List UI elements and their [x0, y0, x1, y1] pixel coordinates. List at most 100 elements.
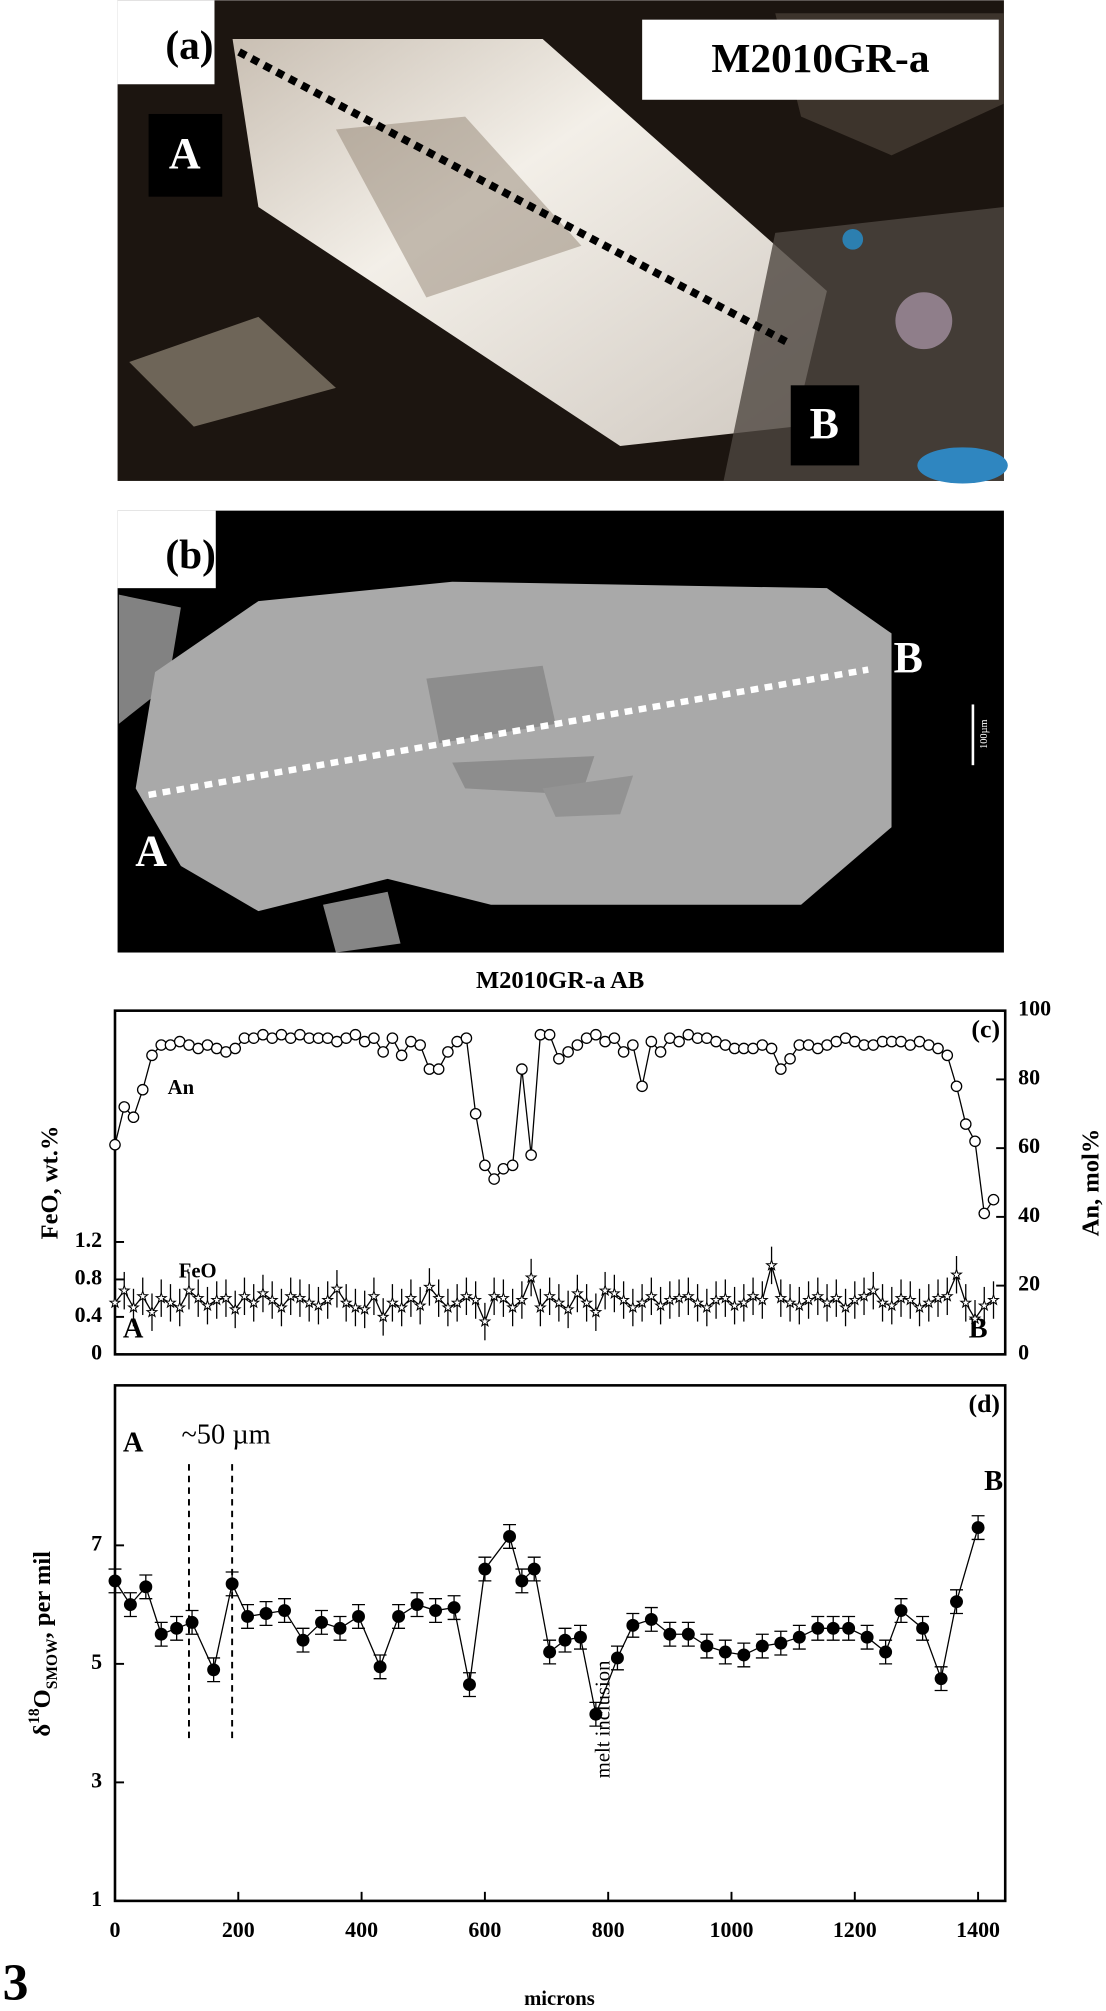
- data-point: [969, 1135, 981, 1148]
- data-point: [515, 1293, 529, 1306]
- data-point: [154, 1291, 168, 1304]
- data-point: [410, 1598, 424, 1612]
- data-point: [368, 1032, 380, 1044]
- y-tick-label: 7: [91, 1530, 102, 1555]
- data-point: [755, 1639, 769, 1653]
- data-point: [968, 1312, 982, 1325]
- data-point: [700, 1639, 714, 1653]
- data-point: [866, 1283, 880, 1297]
- data-point: [636, 1080, 648, 1093]
- data-point: [506, 1300, 520, 1313]
- data-point: [352, 1610, 365, 1623]
- data-point: [589, 1305, 603, 1318]
- x-tick-label: 1200: [833, 1917, 877, 1942]
- data-point: [681, 1289, 695, 1302]
- panel-label: (b): [165, 531, 216, 578]
- data-point: [617, 1293, 631, 1306]
- data-point: [774, 1063, 787, 1075]
- data-point: [333, 1621, 347, 1635]
- y-axis-label-part: δ: [29, 1724, 56, 1737]
- figure-number: 3: [3, 1954, 29, 2011]
- y2-axis-label: An, mol%: [1078, 1129, 1105, 1237]
- data-point: [373, 1660, 387, 1674]
- data-point: [358, 1302, 372, 1315]
- data-point: [386, 1032, 399, 1044]
- data-point: [987, 1293, 1000, 1306]
- data-point: [617, 1046, 630, 1058]
- data-point: [404, 1291, 418, 1304]
- data-point: [118, 1101, 131, 1113]
- data-point: [959, 1296, 973, 1309]
- data-point: [934, 1672, 948, 1686]
- y-axis-label-part: , per mil: [29, 1551, 56, 1639]
- photo-a: (a) M2010GR-a A B: [117, 0, 1008, 484]
- photo-b: (b) A B 100µm: [117, 510, 1004, 953]
- x-tick-label: 1000: [710, 1917, 754, 1942]
- data-point: [610, 1651, 624, 1665]
- y-tick-label: 0.4: [75, 1302, 102, 1327]
- data-point: [321, 1293, 335, 1306]
- plot-frame: [113, 1384, 1007, 1903]
- data-point: [515, 1574, 529, 1588]
- data-point: [774, 1636, 788, 1650]
- data-point: [774, 1291, 788, 1304]
- scale-bar-label: 100µm: [979, 719, 990, 748]
- x-axis-label: microns: [524, 1988, 595, 2010]
- data-point: [971, 1521, 985, 1535]
- data-point: [527, 1562, 541, 1576]
- x-tick-label: 200: [222, 1917, 255, 1942]
- data-point: [469, 1293, 483, 1306]
- data-point: [478, 1314, 492, 1328]
- data-point: [210, 1293, 224, 1306]
- data-point: [543, 1028, 556, 1041]
- data-point: [265, 1293, 279, 1306]
- data-point: [503, 1530, 517, 1543]
- point-label: B: [810, 399, 839, 448]
- data-point: [700, 1300, 714, 1313]
- data-point: [558, 1633, 572, 1647]
- data-point: [543, 1289, 557, 1302]
- data-point: [728, 1298, 741, 1312]
- data-point: [525, 1149, 537, 1161]
- data-point: [496, 1291, 510, 1304]
- data-point: [654, 1046, 667, 1058]
- data-point: [284, 1289, 298, 1302]
- data-point: [737, 1296, 751, 1309]
- data-point: [590, 1028, 602, 1041]
- data-point: [139, 1580, 153, 1594]
- end-label: B: [984, 1466, 1003, 1497]
- data-point: [145, 1305, 159, 1318]
- data-point: [170, 1621, 184, 1635]
- y2-tick-label: 20: [1018, 1271, 1040, 1296]
- data-point: [635, 1296, 649, 1309]
- data-point: [247, 1296, 261, 1309]
- data-point: [296, 1633, 310, 1647]
- data-point: [225, 1577, 239, 1591]
- data-point: [414, 1039, 426, 1051]
- data-point: [811, 1621, 825, 1635]
- data-point: [441, 1300, 455, 1313]
- data-point: [392, 1610, 406, 1623]
- y2-tick-label: 0: [1018, 1339, 1029, 1364]
- data-point: [857, 1289, 871, 1302]
- start-label: A: [123, 1314, 144, 1345]
- data-point: [463, 1678, 476, 1692]
- data-point: [607, 1286, 621, 1299]
- data-point: [903, 1293, 917, 1306]
- data-point: [127, 1111, 140, 1124]
- annotation: ~50 µm: [181, 1420, 270, 1451]
- data-point: [207, 1663, 221, 1677]
- data-point: [376, 1310, 390, 1323]
- data-point: [826, 1621, 840, 1635]
- data-point: [136, 1083, 149, 1096]
- data-point: [450, 1296, 464, 1309]
- data-point: [571, 1039, 584, 1051]
- data-point: [349, 1300, 362, 1313]
- data-point: [487, 1289, 501, 1302]
- data-point: [829, 1291, 843, 1304]
- data-point: [533, 1300, 547, 1313]
- data-point: [524, 1270, 538, 1284]
- y-axis-label: δ18OSMOW, per mil: [25, 1551, 60, 1737]
- data-point: [663, 1627, 677, 1641]
